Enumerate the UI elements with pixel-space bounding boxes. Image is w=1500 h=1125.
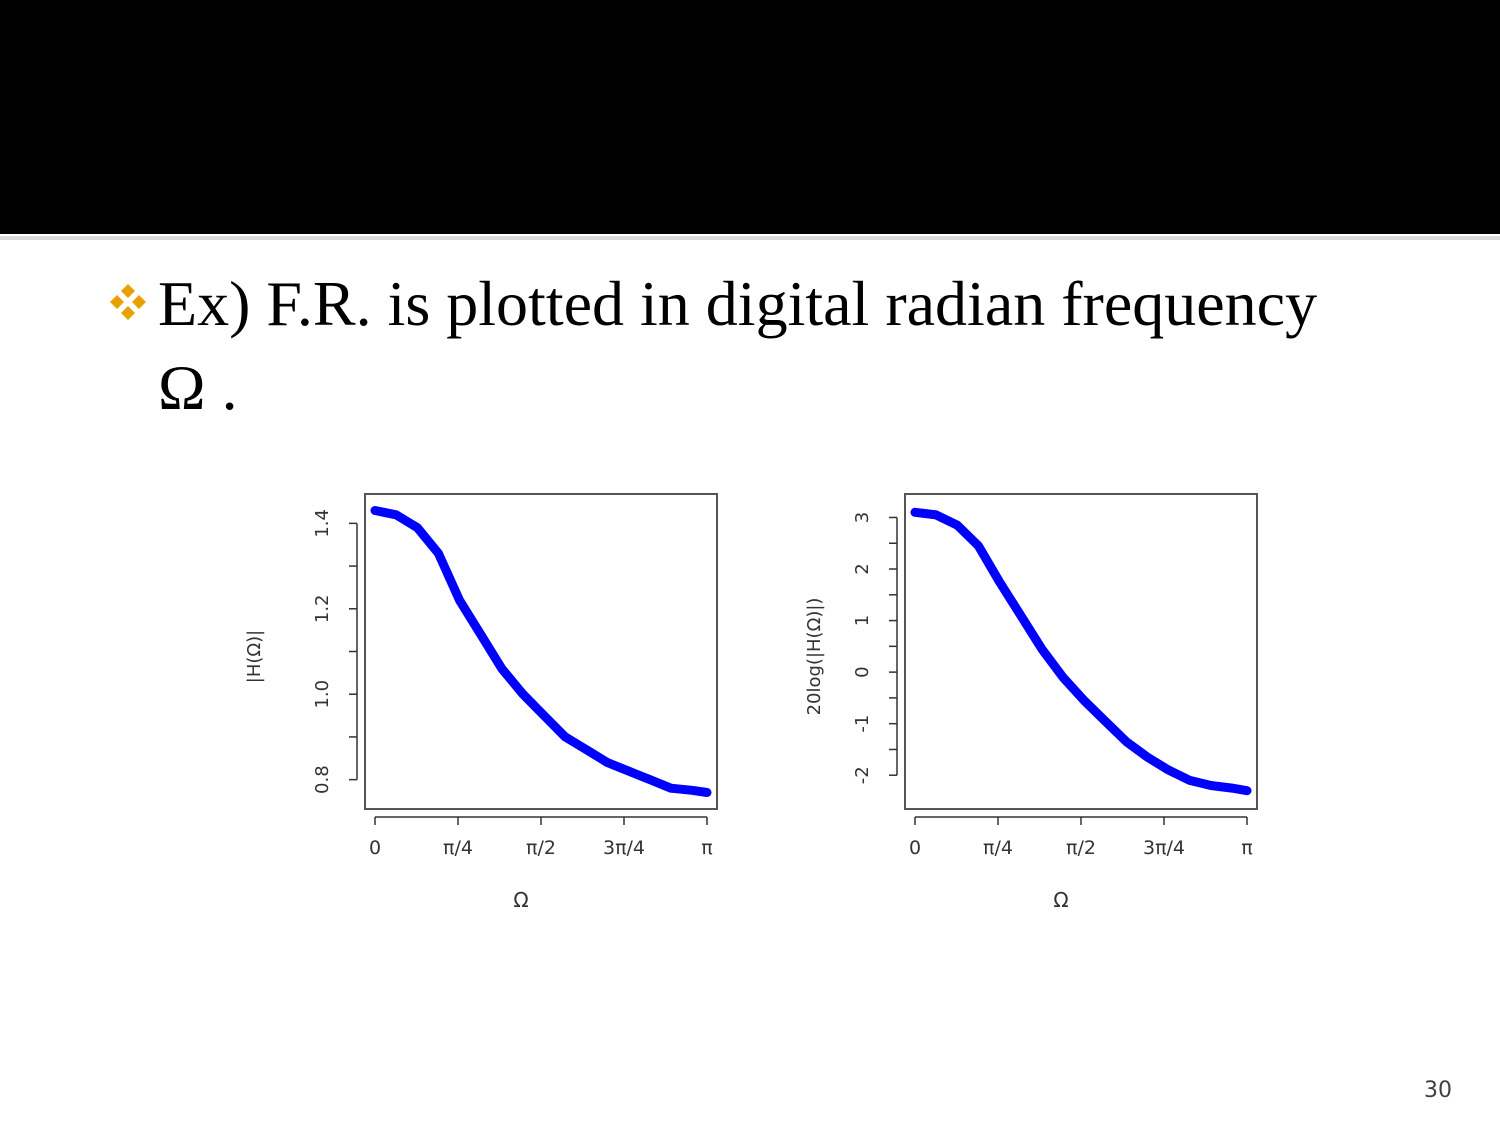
series-line bbox=[370, 506, 712, 797]
y-tick-label: 1.4 bbox=[312, 509, 333, 538]
plot-frame bbox=[904, 493, 1258, 810]
magnitude-chart: 0 π/4 π/2 3π/4 π Ω 0.8 1.0 1.2 1.4 |H(Ω)| bbox=[244, 493, 718, 912]
y-tick-label: 1.2 bbox=[312, 594, 333, 623]
log-magnitude-chart: 0 π/4 π/2 3π/4 π Ω -2 -1 0 1 2 3 20log(|H(Ω)|) bbox=[804, 493, 1258, 912]
x-tick-label: π/4 bbox=[443, 837, 473, 859]
y-tick-label: 3 bbox=[852, 512, 873, 523]
bullet-diamond-1 bbox=[110, 295, 124, 309]
x-tick-label: π bbox=[701, 837, 712, 859]
x-tick-label: 0 bbox=[369, 837, 381, 859]
x-tick-label: π/4 bbox=[983, 837, 1013, 859]
title-divider bbox=[0, 236, 1500, 240]
y-tick-label: -1 bbox=[852, 715, 873, 733]
y-axis-label: |H(Ω)| bbox=[244, 630, 265, 683]
y-axis-label: 20log(|H(Ω)|) bbox=[804, 598, 825, 716]
x-tick-label: π bbox=[1241, 837, 1252, 859]
x-axis-label: Ω bbox=[1053, 888, 1068, 912]
x-tick-label: 3π/4 bbox=[603, 837, 645, 859]
bullet-text-line1: Ex) F.R. is plotted in digital radian fr… bbox=[158, 268, 1318, 339]
x-tick-label: π/2 bbox=[1066, 837, 1096, 859]
y-tick-label: 0.8 bbox=[312, 765, 333, 794]
bullet-diamond-0 bbox=[121, 284, 135, 298]
page-number: 30 bbox=[1424, 1078, 1452, 1103]
bullet-text-line2: Ω . bbox=[158, 352, 238, 423]
series-line bbox=[910, 507, 1252, 796]
plot-frame bbox=[364, 493, 718, 810]
title-band bbox=[0, 0, 1500, 234]
diamond-cluster-icon bbox=[110, 284, 146, 320]
y-tick-label: 2 bbox=[852, 563, 873, 574]
x-axis-label: Ω bbox=[513, 888, 528, 912]
bullet-diamond-3 bbox=[121, 306, 135, 320]
x-tick-label: 0 bbox=[909, 837, 921, 859]
x-tick-label: 3π/4 bbox=[1143, 837, 1185, 859]
bullet-diamond-2 bbox=[132, 295, 146, 309]
x-tick-label: π/2 bbox=[526, 837, 556, 859]
y-tick-label: -2 bbox=[852, 766, 873, 784]
y-tick-label: 0 bbox=[852, 666, 873, 677]
y-tick-label: 1 bbox=[852, 615, 873, 626]
bullet-text: Ex) F.R. is plotted in digital radian fr… bbox=[158, 262, 1408, 430]
y-tick-label: 1.0 bbox=[312, 680, 333, 709]
